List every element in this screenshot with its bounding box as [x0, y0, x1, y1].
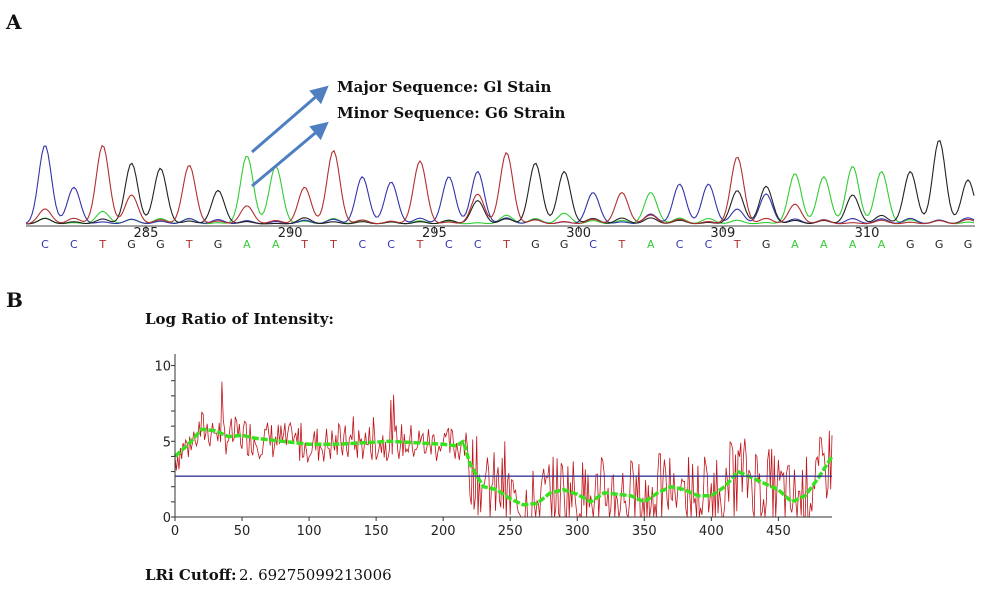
position-tick-label: 310: [855, 226, 880, 241]
base-call-label: C: [41, 238, 49, 251]
base-call-label: G: [214, 238, 223, 251]
base-call-label: G: [762, 238, 771, 251]
base-call-label: T: [733, 238, 741, 251]
panel-a-label: A: [6, 10, 22, 34]
base-call-label: C: [387, 238, 395, 251]
base-call-label: C: [589, 238, 597, 251]
base-call-label: T: [185, 238, 193, 251]
base-call-label: A: [878, 238, 886, 251]
base-call-label: T: [502, 238, 510, 251]
base-call-label: T: [329, 238, 337, 251]
cutoff-value: 2. 69275099213006: [239, 566, 392, 584]
base-call-label: T: [416, 238, 424, 251]
base-call-label: A: [272, 238, 280, 251]
position-tick-label: 295: [422, 226, 447, 241]
base-call-label: T: [98, 238, 106, 251]
base-call-label: G: [531, 238, 540, 251]
major-sequence-annotation: Major Sequence: Gl Stain: [337, 78, 552, 96]
base-call-label: G: [127, 238, 136, 251]
chart-b-title: Log Ratio of Intensity:: [145, 310, 334, 328]
minor-sequence-annotation: Minor Sequence: G6 Strain: [337, 104, 566, 122]
position-tick-label: 309: [710, 226, 735, 241]
trace-t: [25, 144, 975, 225]
base-call-label: A: [849, 238, 857, 251]
base-call-label: C: [676, 238, 684, 251]
trace-a: [25, 155, 975, 225]
panel-b-label: B: [6, 288, 23, 312]
base-call-label: C: [474, 238, 482, 251]
base-call-label: T: [300, 238, 308, 251]
base-call-label: A: [820, 238, 828, 251]
base-call-label: G: [560, 238, 569, 251]
base-call-label: G: [156, 238, 165, 251]
base-call-label: C: [705, 238, 713, 251]
base-call-label: C: [445, 238, 453, 251]
cutoff-label: LRi Cutoff:: [145, 566, 237, 584]
position-tick-label: 300: [566, 226, 591, 241]
base-call-label: A: [243, 238, 251, 251]
base-call-label: A: [791, 238, 799, 251]
base-call-label: G: [906, 238, 915, 251]
minor-arrow: [251, 121, 329, 188]
base-call-label: T: [618, 238, 626, 251]
base-call-label: G: [964, 238, 973, 251]
base-call-label: A: [647, 238, 655, 251]
base-call-label: C: [70, 238, 78, 251]
base-call-label: G: [935, 238, 944, 251]
position-tick-label: 290: [278, 226, 303, 241]
position-tick-label: 285: [134, 226, 159, 241]
base-call-label: C: [358, 238, 366, 251]
major-arrow: [251, 85, 329, 154]
